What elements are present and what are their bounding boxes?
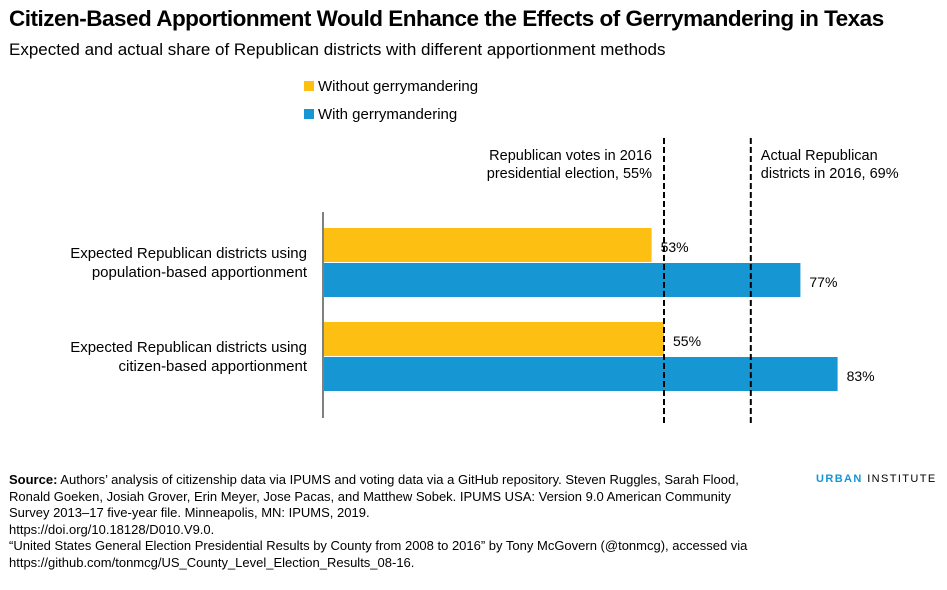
legend-item-with-gerrymandering: With gerrymandering bbox=[304, 104, 478, 124]
reference-line-label-line: presidential election, 55% bbox=[487, 166, 652, 182]
category-label: Expected Republican districts using citiz… bbox=[70, 339, 308, 375]
legend-swatch-yellow bbox=[304, 81, 314, 91]
category-label: Expected Republican districts using popul… bbox=[70, 245, 308, 281]
legend-label: With gerrymandering bbox=[318, 105, 458, 123]
logo-urban: URBAN bbox=[816, 473, 863, 485]
data-label: 77% bbox=[809, 274, 837, 290]
chart-title: Citizen-Based Apportionment Would Enhanc… bbox=[9, 6, 884, 31]
reference-line-label: Republican votes in 2016 presidential ele… bbox=[487, 148, 652, 182]
legend-label: Without gerrymandering bbox=[318, 77, 479, 95]
data-label: 83% bbox=[847, 368, 875, 384]
reference-line-label: Actual Republican districts in 2016, 69% bbox=[761, 148, 899, 182]
source-note: Source: Authors’ analysis of citizenship… bbox=[9, 472, 769, 571]
source-text: Authors’ analysis of citizenship data vi… bbox=[9, 472, 748, 570]
reference-line-label-line: Republican votes in 2016 bbox=[489, 148, 652, 164]
reference-line-label-line: districts in 2016, 69% bbox=[761, 166, 899, 182]
reference-line-label-line: Actual Republican bbox=[761, 148, 878, 164]
bar-chart: Expected Republican districts using popul… bbox=[70, 138, 899, 424]
legend-item-without-gerrymandering: Without gerrymandering bbox=[304, 76, 478, 96]
category-label-line: population-based apportionment bbox=[92, 264, 308, 281]
data-label: 53% bbox=[661, 239, 689, 255]
chart-subtitle: Expected and actual share of Republican … bbox=[9, 40, 666, 59]
bar-with-gerrymandering bbox=[324, 263, 801, 297]
bar-with-gerrymandering bbox=[324, 357, 838, 391]
bar-without-gerrymandering bbox=[324, 322, 664, 356]
data-label: 55% bbox=[673, 333, 701, 349]
logo-institute: INSTITUTE bbox=[862, 473, 937, 485]
urban-institute-logo: URBAN INSTITUTE bbox=[816, 473, 937, 485]
source-label: Source: bbox=[9, 472, 58, 487]
legend: Without gerrymandering With gerrymanderi… bbox=[304, 76, 478, 132]
category-label-line: Expected Republican districts using bbox=[70, 245, 307, 262]
category-label-line: citizen-based apportionment bbox=[119, 358, 308, 375]
bar-without-gerrymandering bbox=[324, 228, 652, 262]
legend-swatch-blue bbox=[304, 109, 314, 119]
category-label-line: Expected Republican districts using bbox=[70, 339, 307, 356]
